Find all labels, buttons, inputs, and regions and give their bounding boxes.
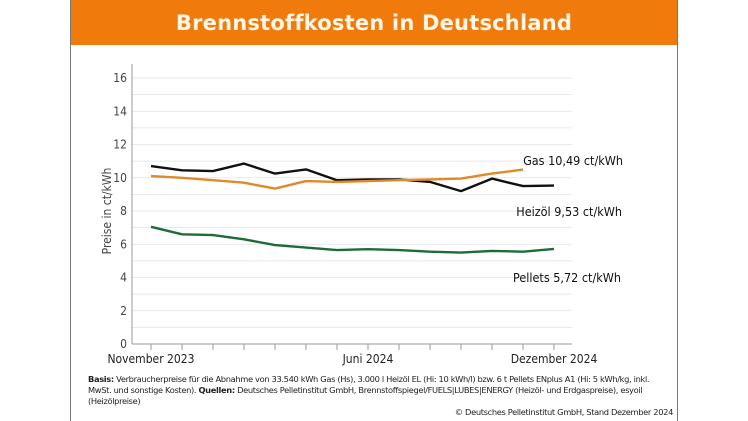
x-tick-label: Dezember 2024: [511, 352, 598, 366]
y-tick-label: 0: [120, 337, 127, 351]
x-tick-label: November 2023: [107, 352, 194, 366]
sources-label: Quellen:: [198, 385, 235, 395]
y-tick-label: 14: [113, 104, 127, 118]
chart-panel: Brennstoffkosten in Deutschland: [70, 0, 678, 421]
series-line-pellets: [150, 225, 555, 254]
copyright: © Deutsches Pelletinstitut GmbH, Stand D…: [454, 407, 674, 417]
series-label-gas: Gas 10,49 ct/kWh: [523, 153, 623, 168]
title-banner: Brennstoffkosten in Deutschland: [71, 0, 677, 45]
sources-text: Deutsches Pelletinstitut GmbH, Brennstof…: [88, 385, 643, 406]
series-label-pellets: Pellets 5,72 ct/kWh: [513, 270, 621, 285]
basis-text: Verbraucherpreise für die Abnahme von 33…: [88, 374, 650, 395]
y-tick-label: 4: [120, 271, 127, 285]
series-line-gas: [150, 168, 524, 190]
basis-label: Basis:: [88, 374, 114, 384]
y-tick-label: 6: [120, 237, 127, 251]
series-line-heizoel: [150, 162, 555, 193]
series-label-heizoel: Heizöl 9,53 ct/kWh: [516, 204, 622, 219]
y-tick-label: 16: [113, 71, 127, 85]
y-tick-label: 12: [113, 138, 127, 152]
footnote-text: Basis: Verbraucherpreise für die Abnahme…: [88, 374, 673, 407]
y-tick-label: 2: [120, 304, 127, 318]
chart-title: Brennstoffkosten in Deutschland: [175, 10, 573, 35]
x-tick-label: Juni 2024: [342, 352, 394, 366]
y-tick-label: 10: [113, 171, 127, 185]
y-axis-label: Preise in ct/kWh: [100, 168, 114, 255]
footnote: Basis: Verbraucherpreise für die Abnahme…: [88, 374, 673, 418]
y-tick-label: 8: [120, 204, 127, 218]
